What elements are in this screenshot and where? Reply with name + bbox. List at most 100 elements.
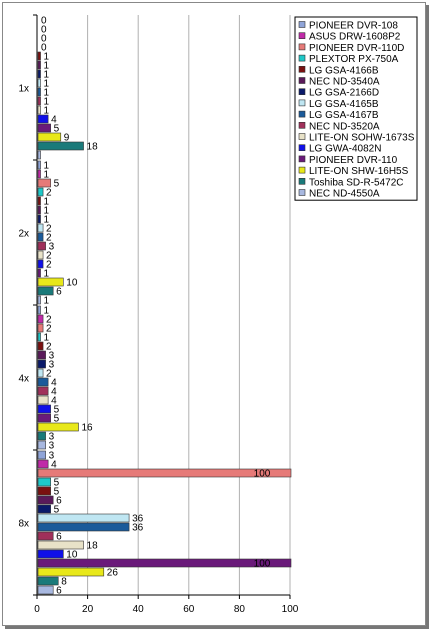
bar	[37, 123, 51, 133]
data-label: 5	[54, 505, 60, 516]
bar	[37, 459, 49, 469]
bar	[37, 377, 49, 387]
legend-swatch	[298, 32, 306, 40]
bar	[37, 540, 84, 550]
legend-swatch	[298, 189, 306, 196]
data-label: 5	[54, 414, 60, 425]
data-label: 1	[44, 52, 50, 63]
data-label: 36	[132, 523, 144, 534]
legend-label: Toshiba SD-R-5472C	[309, 177, 404, 188]
legend-label: PIONEER DVR-110	[309, 155, 398, 166]
legend-swatch	[298, 166, 306, 174]
data-label: 6	[56, 586, 62, 597]
bar	[37, 160, 41, 170]
data-label: 1	[44, 333, 50, 344]
bar	[37, 567, 105, 577]
data-label: 0	[41, 25, 47, 36]
data-label: 9	[64, 133, 70, 144]
legend-label: PIONEER DVR-108	[309, 21, 398, 32]
data-label: 4	[51, 115, 57, 126]
legend-label: PLEXTOR PX-750A	[309, 54, 399, 65]
data-label: 18	[87, 142, 99, 153]
bar	[37, 232, 44, 242]
bar	[37, 114, 49, 124]
bar	[37, 522, 130, 532]
data-label: 0	[41, 43, 47, 54]
chart-frame: 0 20 40 60 80 100 1x 2x 4x 8x 0 0 0 0 1 1 1 1 1 1 1 4 5 9 18 1 1 5 2…	[2, 2, 426, 626]
data-label: 18	[87, 541, 99, 552]
legend-label: PIONEER DVR-110D	[309, 43, 404, 54]
bar	[37, 96, 41, 106]
legend-label: LITE-ON SOHW-1673S	[309, 133, 415, 144]
x-tick-label: 0	[34, 604, 40, 615]
data-label: 2	[46, 342, 52, 353]
x-tick-label: 60	[183, 604, 195, 615]
bar	[37, 504, 51, 514]
legend-swatch	[298, 122, 306, 129]
data-label: 8	[61, 577, 67, 588]
bar	[37, 486, 51, 496]
data-label: 1	[44, 269, 50, 280]
data-label: 2	[46, 315, 52, 326]
bar	[37, 395, 49, 405]
bar	[37, 368, 44, 378]
legend-label: LG GSA-2166D	[309, 88, 379, 99]
legend-swatch	[298, 65, 306, 73]
bar	[37, 78, 41, 88]
bar	[37, 286, 54, 296]
legend-label: LITE-ON SHW-16H5S	[309, 166, 409, 177]
data-label: 1	[44, 161, 50, 172]
bar	[37, 495, 54, 505]
bar	[37, 295, 41, 305]
category-label: 8x	[18, 519, 29, 530]
x-tick-label: 40	[133, 604, 145, 615]
x-tick-label: 20	[82, 604, 94, 615]
bar	[37, 576, 59, 586]
legend-swatch	[298, 21, 306, 28]
data-label: 36	[132, 514, 144, 525]
data-label: 1	[44, 296, 50, 307]
data-label: 2	[46, 251, 52, 262]
bar	[37, 268, 41, 278]
data-label: 5	[54, 478, 60, 489]
bar	[37, 404, 51, 414]
data-label: 0	[41, 34, 47, 45]
legend-label: LG GSA-4166B	[309, 65, 379, 76]
bar	[37, 359, 46, 369]
bar	[37, 332, 41, 342]
data-label: 2	[46, 188, 52, 199]
bar	[37, 450, 46, 460]
bar	[37, 178, 51, 188]
data-label: 6	[56, 287, 62, 298]
data-label: 2	[46, 233, 52, 244]
bar	[37, 513, 130, 523]
data-label: 100	[254, 559, 271, 570]
data-label: 10	[66, 278, 78, 289]
data-label: 3	[49, 441, 55, 452]
bar	[37, 431, 46, 441]
legend-label: NEC ND-3540A	[309, 77, 380, 88]
bar	[37, 69, 41, 79]
bar-chart: 0 20 40 60 80 1001x2x4x8x00001111111459181152…	[18, 14, 418, 615]
data-label: 1	[44, 61, 50, 72]
legend-label: NEC ND-4550A	[309, 189, 380, 200]
data-label: 4	[51, 460, 57, 471]
legend-swatch	[298, 144, 306, 151]
legend-swatch	[298, 133, 306, 140]
category-label: 1x	[18, 84, 29, 95]
bar	[37, 187, 44, 197]
data-label: 0	[41, 16, 47, 27]
bar	[37, 205, 41, 215]
bar	[37, 350, 46, 360]
bar	[37, 259, 44, 269]
bar	[37, 214, 41, 224]
data-label: 6	[56, 532, 62, 543]
data-label: 3	[49, 451, 55, 462]
bar	[37, 341, 44, 351]
data-label: 3	[49, 242, 55, 253]
data-label: 1	[44, 70, 50, 81]
bar	[37, 60, 41, 70]
bar	[37, 196, 41, 206]
legend-label: LG GSA-4165B	[309, 99, 379, 110]
data-label: 1	[44, 215, 50, 226]
